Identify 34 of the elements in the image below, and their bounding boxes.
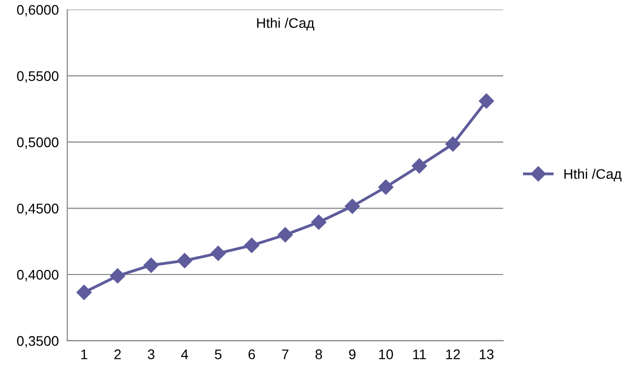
y-tick-label: 0,6000 (17, 4, 58, 16)
point (344, 198, 360, 214)
y-tick-label: 0,5500 (17, 71, 58, 83)
x-tick-label: 6 (248, 349, 255, 360)
legend-label: Hthi /Сад (564, 168, 622, 182)
point (311, 214, 326, 230)
text: Hthi /Сад (257, 18, 314, 31)
y-tick-label: 0,4500 (17, 204, 58, 216)
point (110, 268, 126, 284)
x-tick-label: 3 (148, 349, 154, 360)
point (278, 227, 293, 242)
point (177, 253, 192, 268)
point (144, 258, 159, 273)
x-tick-label: 12 (446, 349, 460, 360)
x-tick-label: 10 (379, 349, 394, 360)
x-tick-label: 8 (316, 349, 322, 360)
x-tick-label: 13 (480, 349, 494, 360)
point (76, 284, 92, 300)
x-tick-label: 4 (181, 350, 188, 360)
x-tick-label: 1 (81, 350, 88, 360)
x-tick-label: 2 (114, 349, 121, 360)
x-tick-label: 9 (349, 349, 356, 360)
point (210, 246, 226, 261)
y-tick-label: 0,3500 (17, 336, 58, 348)
point (412, 158, 427, 174)
point (478, 93, 494, 109)
point (378, 180, 394, 195)
x-tick-label: 7 (282, 350, 288, 360)
x-tick-label: 5 (214, 350, 222, 360)
point (244, 238, 260, 253)
y-tick-label: 0,4000 (17, 270, 58, 282)
point (445, 136, 460, 152)
x-tick-label: 11 (413, 350, 426, 360)
y-tick-label: 0,5000 (17, 137, 58, 149)
